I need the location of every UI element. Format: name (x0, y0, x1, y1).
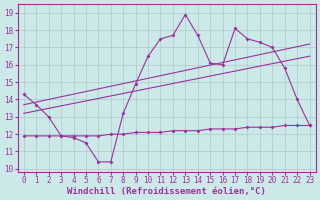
X-axis label: Windchill (Refroidissement éolien,°C): Windchill (Refroidissement éolien,°C) (67, 187, 266, 196)
